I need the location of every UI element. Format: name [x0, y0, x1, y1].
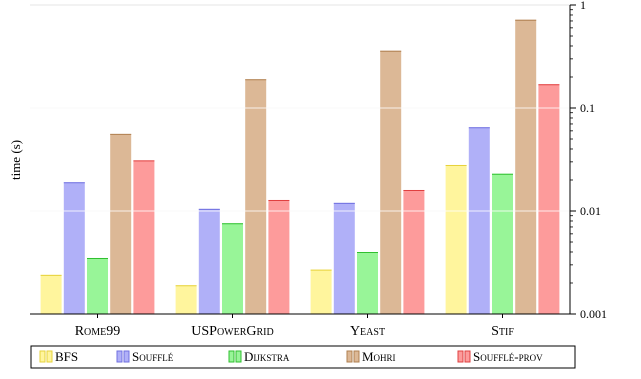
legend-swatch [228, 350, 235, 363]
legend-swatch [457, 350, 464, 363]
legend-swatch [464, 350, 471, 363]
legend-label-souffl-: Soufflé [132, 349, 174, 364]
bar-bfs-uspowergrid [175, 285, 197, 314]
bar-souffl--uspowergrid [198, 208, 220, 314]
x-tick-label-uspowergrid: USPowerGrid [191, 324, 273, 339]
bar-souffl--yeast [333, 202, 355, 314]
x-axis-labels: Rome99 USPowerGrid Yeast Stif [75, 314, 514, 339]
legend-swatch [123, 350, 130, 363]
legend-swatch [235, 350, 242, 363]
bar-souffl-prov-yeast [403, 189, 425, 314]
bar-mohri-rome99 [110, 133, 132, 314]
bar-dijkstra-stif [492, 173, 513, 314]
y-tick-label: 0.01 [580, 204, 601, 218]
x-tick-label-yeast: Yeast [350, 324, 385, 339]
axes [30, 5, 571, 315]
bar-dijkstra-yeast [357, 251, 378, 314]
legend-label-mohri: Mohri [362, 349, 396, 364]
y-axis-ticks: 0.001 0.01 0.1 1 [570, 0, 607, 321]
legend-swatch [46, 350, 53, 363]
x-tick-label-rome99: Rome99 [75, 324, 121, 339]
bar-dijkstra-rome99 [87, 257, 108, 314]
bar-mohri-uspowergrid [245, 79, 267, 314]
y-tick-label: 0.1 [580, 101, 595, 115]
legend-label-souffl-prov: Soufflé-prov [473, 349, 543, 364]
bar-mohri-stif [515, 19, 537, 314]
legend-box [30, 345, 576, 369]
legend-label-bfs: BFS [55, 349, 78, 364]
bar-souffl-prov-uspowergrid [268, 199, 290, 314]
bar-souffl-prov-rome99 [133, 160, 155, 314]
legend-swatch [39, 350, 46, 363]
legend-swatch [116, 350, 123, 363]
bar-bfs-yeast [310, 269, 332, 314]
y-tick-label: 0.001 [580, 307, 607, 321]
bar-souffl--stif [468, 127, 490, 314]
bar-bfs-stif [445, 164, 467, 314]
bar-souffl-prov-stif [538, 84, 560, 314]
bars-layer [30, 19, 570, 315]
y-tick-label: 1 [580, 0, 586, 12]
legend-swatch [353, 350, 360, 363]
x-tick-label-stif: Stif [491, 324, 514, 339]
y-axis-label: time (s) [8, 140, 23, 180]
legend-swatch [346, 350, 353, 363]
bar-souffl--rome99 [63, 182, 85, 314]
bar-mohri-yeast [380, 50, 402, 315]
bar-bfs-rome99 [40, 274, 62, 314]
bar-dijkstra-uspowergrid [222, 223, 243, 314]
legend: BFS Soufflé Dijkstra Mohri Soufflé-prov [30, 345, 576, 369]
legend-label-dijkstra: Dijkstra [244, 349, 290, 364]
